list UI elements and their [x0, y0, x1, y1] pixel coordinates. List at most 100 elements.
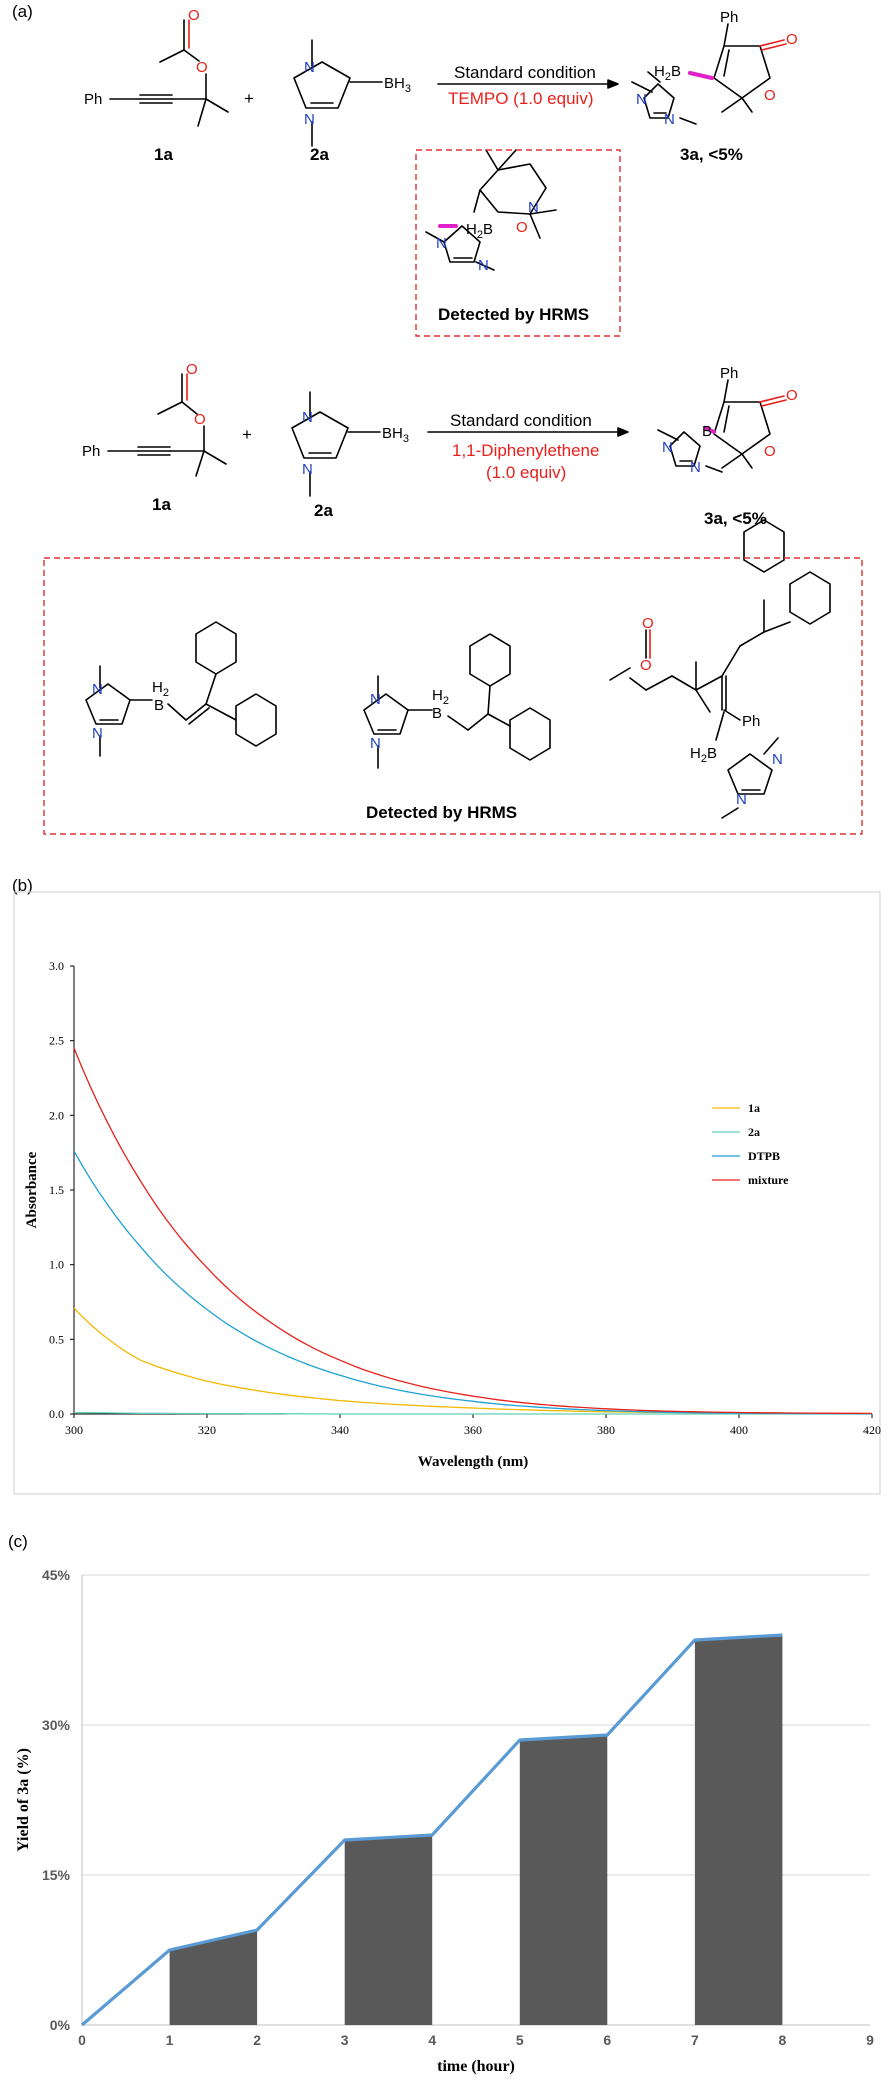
yield-line	[80, 1633, 783, 2027]
plus-sign-2: +	[242, 425, 252, 444]
compound-label-2a-bottom: 2a	[314, 501, 333, 520]
series-line-1a	[73, 1307, 873, 1415]
absorbance-chart: 0.0 0.5 1.0 1.5 2.0 2.5 3.0 300 320 340 360 380 400 4…	[13, 891, 881, 1495]
x-tick-label: 4	[428, 2032, 436, 2048]
o-atom: O	[642, 615, 654, 632]
x-tick-label: 2	[253, 2032, 261, 2048]
x-tick-label: 300	[65, 1423, 83, 1437]
n-atom: N	[664, 111, 675, 128]
yield-bar-4	[694, 1635, 783, 2025]
y-tick-label: 0.0	[49, 1407, 64, 1421]
tempo-adduct	[425, 149, 557, 271]
panel-label-c: (c)	[8, 1532, 28, 1551]
tempo-adduct-box	[415, 149, 621, 337]
x-tick-label: 340	[331, 1423, 349, 1437]
box-caption-species: Detected by HRMS	[366, 803, 517, 822]
x-tick-label: 380	[597, 1423, 615, 1437]
legend-label-1a: 1a	[748, 1101, 760, 1115]
b-atom: B	[702, 423, 712, 440]
n-atom: N	[436, 235, 447, 252]
yield-chart: 0% 15% 30% 45% 0 1 2 3 4 5 6 7 8 9 time (hour) Yield of…	[15, 1567, 874, 2075]
molecule-2a-bottom	[291, 391, 381, 497]
n-atom: N	[304, 111, 315, 128]
series-line-2a	[73, 1411, 872, 1415]
yield-bar-3	[519, 1735, 608, 2025]
x-tick-label: 1	[166, 2032, 174, 2048]
n-atom: N	[302, 409, 313, 426]
molecule-2a-top	[293, 39, 383, 147]
ph-label-species3: Ph	[742, 713, 760, 730]
x-tick-label: 3	[341, 2032, 349, 2048]
compound-label-2a-top: 2a	[310, 145, 329, 164]
b-atom: B	[154, 697, 164, 714]
x-tick-label: 6	[603, 2032, 611, 2048]
y-tick-label: 2.0	[49, 1108, 64, 1122]
ph-label-3a-bottom: Ph	[720, 365, 738, 382]
bh3-label: BH3	[384, 75, 411, 95]
legend-label-mixture: mixture	[748, 1173, 789, 1187]
series-line-mixture	[73, 1047, 872, 1415]
y-tick-label: 3.0	[49, 959, 64, 973]
detected-species-3	[609, 519, 831, 819]
y-tick-label: 1.5	[49, 1183, 64, 1197]
h2b-label: H2B	[690, 745, 717, 765]
legend-label-dtpb: DTPB	[748, 1149, 780, 1163]
arrow-bottom-label-2a: 1,1-Diphenylethene	[452, 441, 599, 460]
yield-bar-2	[344, 1835, 433, 2025]
y-tick-label: 1.0	[49, 1258, 64, 1272]
panel-label-b: (b)	[12, 876, 33, 895]
n-atom: N	[370, 735, 381, 752]
h2b-label: H2B	[466, 221, 493, 241]
molecule-1a-bottom	[107, 373, 227, 477]
y-tick-label: 0.5	[49, 1332, 64, 1346]
detected-species-2	[363, 633, 551, 769]
x-tick-label: 0	[78, 2032, 86, 2048]
o-atom: O	[764, 443, 776, 460]
panel-label-a: (a)	[12, 2, 33, 21]
x-tick-label: 320	[198, 1423, 216, 1437]
plus-sign-1: +	[244, 89, 254, 108]
n-atom: N	[528, 199, 539, 216]
detected-species-1	[85, 621, 277, 757]
o-atom: O	[516, 219, 528, 236]
x-tick-label: 7	[691, 2032, 699, 2048]
n-atom: N	[304, 59, 315, 76]
y-axis-title: Yield of 3a (%)	[15, 1748, 32, 1852]
box-caption-tempo: Detected by HRMS	[438, 305, 589, 324]
molecule-3a-bottom	[657, 379, 787, 473]
arrow-top-label-1: Standard condition	[454, 63, 596, 82]
legend-label-2a: 2a	[748, 1125, 760, 1139]
y-tick-label: 0%	[50, 2017, 71, 2033]
molecule-1a-top	[109, 19, 229, 127]
detected-species-box	[43, 557, 863, 835]
arrow-bottom-label-1: TEMPO (1.0 equiv)	[448, 89, 594, 108]
y-tick-label: 30%	[42, 1717, 71, 1733]
y-tick-label: 45%	[42, 1567, 71, 1583]
y-tick-label: 2.5	[49, 1034, 64, 1048]
x-tick-label: 400	[730, 1423, 748, 1437]
y-tick-label: 15%	[42, 1867, 71, 1883]
n-atom: N	[736, 791, 747, 808]
arrow-bottom-label-2b: (1.0 equiv)	[486, 463, 566, 482]
x-tick-label: 420	[863, 1423, 881, 1437]
series-line-dtpb	[73, 1150, 872, 1415]
x-axis-title: Wavelength (nm)	[418, 1454, 528, 1470]
x-tick-label: 9	[866, 2032, 874, 2048]
arrow-top-label-2: Standard condition	[450, 411, 592, 430]
chart-frame	[13, 891, 881, 1495]
b-atom: B	[432, 705, 442, 722]
o-atom: O	[186, 361, 198, 378]
bh3-label: BH3	[382, 425, 409, 445]
n-atom: N	[662, 439, 673, 456]
n-atom: N	[478, 257, 489, 274]
o-atom: O	[786, 31, 798, 48]
compound-label-3a-bottom: 3a, <5%	[704, 509, 767, 528]
n-atom: N	[370, 691, 381, 708]
h2b-label: H2B	[654, 63, 681, 83]
ph-label-3a-top: Ph	[720, 9, 738, 26]
ph-label-1a-bottom: Ph	[82, 443, 100, 460]
o-atom: O	[194, 411, 206, 428]
y-axis-title: Absorbance	[24, 1151, 40, 1228]
h2b-label: H2	[432, 687, 449, 707]
o-atom: O	[196, 59, 208, 76]
